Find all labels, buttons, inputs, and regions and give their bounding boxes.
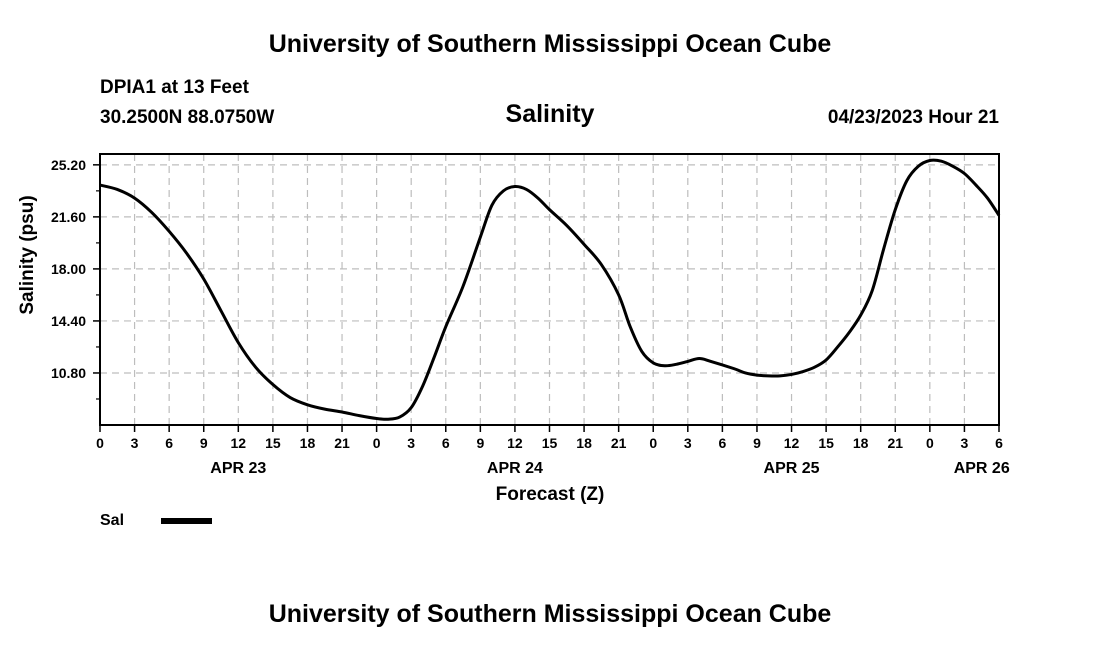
legend-label: Sal (100, 512, 124, 529)
series-line-sal (99, 158, 1001, 421)
y-tick-label: 21.60 (51, 209, 86, 225)
x-tick-label: 0 (649, 435, 657, 451)
x-tick-label: 18 (853, 435, 869, 451)
page-title: University of Southern Mississippi Ocean… (268, 30, 832, 58)
x-tick-label: 6 (442, 435, 450, 451)
x-tick-label: 3 (684, 435, 692, 451)
x-tick-label: 21 (334, 435, 350, 451)
axes: 0 3 6 9 12 15 18 21 0 3 6 9 12 15 18 21 0 3 6 9 12 15 18 21 0 3 6 1… (51, 157, 1010, 477)
y-tick-label: 14.40 (51, 313, 86, 329)
y-tick-label: 10.80 (51, 365, 86, 381)
x-tick-label: 15 (542, 435, 558, 451)
x-axis-label: Forecast (Z) (496, 484, 605, 505)
x-date-label: APR 26 (954, 460, 1010, 477)
x-tick-label: 0 (373, 435, 381, 451)
x-tick-label: 0 (926, 435, 934, 451)
x-tick-label: 9 (476, 435, 484, 451)
x-date-label: APR 25 (764, 460, 820, 477)
x-tick-label: 18 (576, 435, 592, 451)
grid-lines (100, 154, 999, 425)
x-tick-label: 21 (887, 435, 903, 451)
x-tick-label: 21 (611, 435, 627, 451)
x-tick-label: 3 (961, 435, 969, 451)
x-tick-label: 0 (96, 435, 104, 451)
footer-title: University of Southern Mississippi Ocean… (268, 600, 832, 628)
x-date-label: APR 24 (487, 460, 543, 477)
y-axis-label: Salinity (psu) (17, 195, 38, 314)
series-layer (99, 158, 1001, 421)
x-tick-label: 9 (200, 435, 208, 451)
x-tick-label: 12 (784, 435, 800, 451)
x-tick-label: 12 (231, 435, 247, 451)
station-name: DPIA1 at 13 Feet (100, 77, 249, 98)
x-tick-label: 12 (507, 435, 523, 451)
x-tick-label: 15 (265, 435, 281, 451)
x-tick-label: 18 (300, 435, 316, 451)
x-date-label: APR 23 (210, 460, 266, 477)
variable-title: Salinity (505, 100, 595, 128)
forecast-datetime: 04/23/2023 Hour 21 (827, 107, 999, 128)
x-tick-label: 6 (165, 435, 173, 451)
x-tick-label: 9 (753, 435, 761, 451)
x-tick-label: 3 (131, 435, 139, 451)
y-tick-label: 18.00 (51, 261, 86, 277)
y-tick-label: 25.20 (51, 157, 86, 173)
plot-frame (99, 153, 1000, 426)
x-tick-label: 6 (718, 435, 726, 451)
station-coordinates: 30.2500N 88.0750W (100, 107, 275, 128)
x-tick-label: 6 (995, 435, 1003, 451)
x-tick-label: 15 (818, 435, 834, 451)
x-tick-label: 3 (407, 435, 415, 451)
